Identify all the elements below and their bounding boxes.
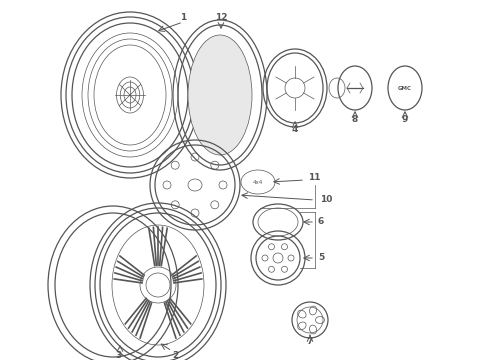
- Text: 9: 9: [402, 116, 408, 125]
- Text: 4: 4: [292, 126, 298, 135]
- Text: 11: 11: [308, 174, 320, 183]
- Ellipse shape: [188, 35, 252, 155]
- Text: 2: 2: [172, 351, 178, 360]
- Text: 3: 3: [115, 351, 121, 360]
- Text: 5: 5: [318, 253, 324, 262]
- Text: 6: 6: [318, 217, 324, 226]
- Text: 10: 10: [320, 195, 332, 204]
- Text: 7: 7: [307, 338, 313, 346]
- Text: 8: 8: [352, 116, 358, 125]
- Text: 12: 12: [215, 13, 227, 22]
- Text: 1: 1: [180, 13, 186, 22]
- Text: 4x4: 4x4: [253, 180, 263, 184]
- Text: GMC: GMC: [398, 85, 412, 90]
